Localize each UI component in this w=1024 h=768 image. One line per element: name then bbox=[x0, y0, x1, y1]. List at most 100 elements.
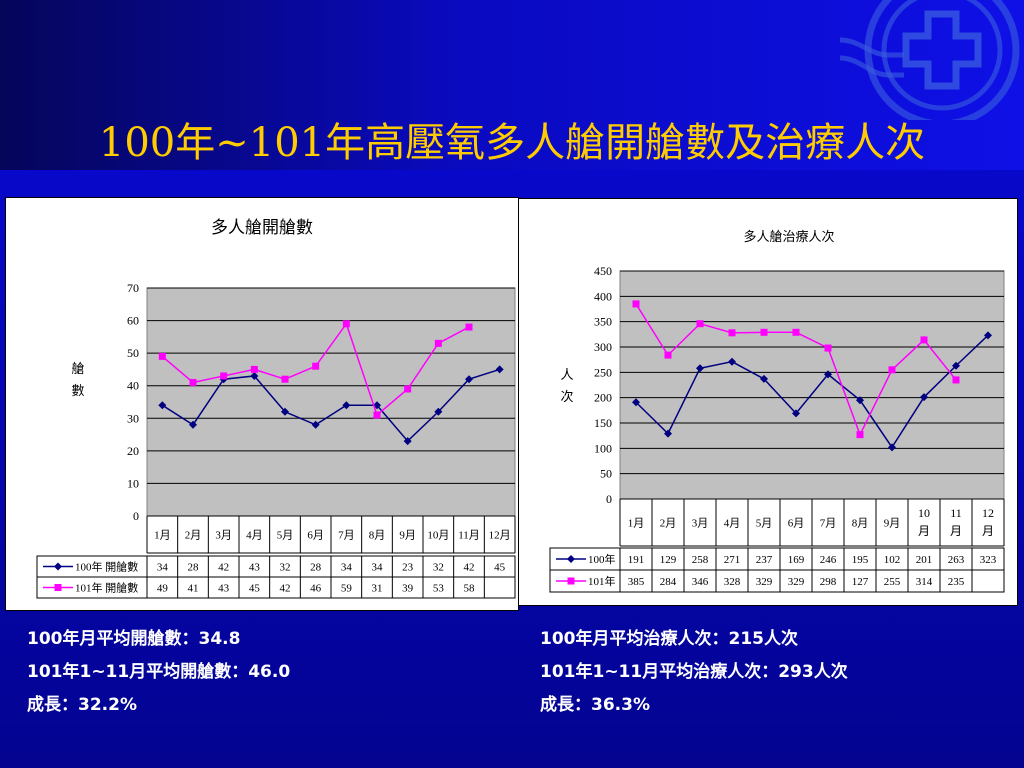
chart-panel-chamber-sessions: 多人艙開艙數 0 10 20 30 40 50 60 70 艙數 1月 2月 3月 4月 5月 6月 7月 8月 9… bbox=[5, 197, 519, 611]
data-table-value: 34 bbox=[157, 562, 169, 574]
data-table-value: 23 bbox=[402, 562, 414, 574]
category-label: 6月 bbox=[788, 518, 805, 530]
data-point bbox=[760, 328, 768, 336]
y-tick-label: 20 bbox=[127, 444, 139, 458]
data-table-value: 191 bbox=[628, 554, 645, 566]
data-table-value: 263 bbox=[948, 554, 965, 566]
data-point bbox=[632, 398, 640, 407]
category-label-suffix: 月 bbox=[918, 524, 930, 538]
data-table-value: 237 bbox=[756, 554, 773, 566]
data-point bbox=[434, 407, 443, 416]
data-point bbox=[158, 352, 166, 360]
data-point bbox=[824, 370, 832, 379]
legend-series-name: 101年 開艙數 bbox=[75, 581, 138, 595]
y-tick-label: 0 bbox=[133, 509, 139, 523]
data-table-value: 45 bbox=[249, 583, 261, 595]
data-point bbox=[696, 320, 704, 328]
plot-area bbox=[146, 287, 516, 517]
category-label: 1月 bbox=[154, 530, 171, 542]
data-table-value: 314 bbox=[916, 576, 933, 588]
data-table-value: 28 bbox=[188, 562, 200, 574]
legend-series-name: 101年 bbox=[588, 574, 616, 588]
chart-panel-treatment-count: 多人艙治療人次 0 50 100 150 200 250 300 350 400 450 人次 1月 2月… bbox=[518, 198, 1018, 606]
data-table-value: 385 bbox=[628, 576, 645, 588]
data-table-value: 31 bbox=[372, 583, 383, 595]
y-axis-label: 次 bbox=[560, 389, 573, 404]
data-point bbox=[465, 323, 473, 331]
data-table-value: 42 bbox=[280, 583, 291, 595]
data-point bbox=[281, 407, 289, 416]
y-tick-label: 200 bbox=[594, 391, 612, 405]
plot-area bbox=[619, 270, 1005, 500]
data-point bbox=[342, 401, 351, 410]
stat-2011-avg-treatments: 100年月平均治療人次：215人次 bbox=[540, 629, 798, 649]
legend-key-marker bbox=[567, 555, 575, 563]
data-table-value: 255 bbox=[884, 576, 901, 588]
y-tick-label: 30 bbox=[127, 411, 139, 425]
category-label: 5月 bbox=[756, 518, 773, 530]
series-line bbox=[635, 334, 989, 449]
y-tick-label: 40 bbox=[127, 379, 139, 393]
data-point bbox=[952, 376, 960, 384]
y-axis-label: 人 bbox=[560, 367, 573, 382]
category-label: 4月 bbox=[724, 518, 741, 530]
data-point bbox=[888, 366, 896, 374]
category-label: 12月 bbox=[489, 530, 511, 542]
data-point bbox=[728, 329, 736, 337]
category-label: 9月 bbox=[399, 530, 416, 542]
y-tick-label: 10 bbox=[127, 476, 139, 490]
data-point bbox=[824, 344, 832, 352]
data-table-value: 328 bbox=[724, 576, 741, 588]
stat-2011-avg-sessions: 100年月平均開艙數：34.8 bbox=[27, 629, 241, 649]
category-label: 7月 bbox=[338, 530, 355, 542]
data-table-value: 284 bbox=[660, 576, 677, 588]
stats-right: 100年月平均治療人次：215人次 101年1~11月平均治療人次：293人次 … bbox=[540, 623, 848, 722]
data-point bbox=[792, 328, 800, 336]
category-label: 3月 bbox=[692, 518, 709, 530]
data-point bbox=[984, 331, 992, 340]
data-table-value: 39 bbox=[402, 583, 414, 595]
category-label: 2月 bbox=[660, 518, 677, 530]
data-point bbox=[920, 393, 928, 402]
legend-series-name: 100年 開艙數 bbox=[75, 560, 138, 574]
data-table-value: 42 bbox=[218, 562, 229, 574]
legend-series-name: 100年 bbox=[588, 552, 616, 566]
category-label: 10月 bbox=[427, 530, 449, 542]
data-point bbox=[856, 431, 864, 439]
series-line bbox=[161, 368, 500, 443]
data-table-value: 34 bbox=[372, 562, 384, 574]
data-table-value: 195 bbox=[852, 554, 869, 566]
legend-key-marker bbox=[567, 577, 575, 585]
stats-left: 100年月平均開艙數：34.8 101年1~11月平均開艙數：46.0 成長：3… bbox=[27, 623, 290, 722]
data-table-value: 59 bbox=[341, 583, 353, 595]
stat-sessions-growth: 成長：32.2% bbox=[27, 695, 137, 715]
category-label-suffix: 月 bbox=[982, 524, 994, 538]
legend-key-marker bbox=[54, 562, 62, 571]
category-label: 8月 bbox=[369, 530, 386, 542]
stat-2012-avg-treatments: 101年1~11月平均治療人次：293人次 bbox=[540, 662, 848, 682]
data-point bbox=[250, 371, 259, 380]
data-table-value: 28 bbox=[310, 562, 322, 574]
series-0 bbox=[632, 331, 992, 452]
data-point bbox=[403, 437, 412, 446]
category-label: 11 bbox=[950, 506, 962, 520]
data-point bbox=[220, 372, 228, 380]
data-point bbox=[281, 375, 289, 383]
data-point bbox=[952, 361, 960, 370]
chamber-sessions-chart: 多人艙開艙數 0 10 20 30 40 50 60 70 艙數 1月 2月 3月 4月 5月 6月 7月 8月 9… bbox=[36, 218, 516, 599]
category-label: 7月 bbox=[820, 518, 837, 530]
data-table-value: 45 bbox=[494, 562, 506, 574]
data-point bbox=[888, 443, 896, 452]
header-band bbox=[0, 0, 1024, 170]
y-tick-label: 60 bbox=[127, 314, 139, 328]
category-label: 2月 bbox=[185, 530, 202, 542]
series-1 bbox=[158, 320, 473, 419]
data-table-value: 235 bbox=[948, 576, 965, 588]
data-table-value: 323 bbox=[980, 554, 997, 566]
slide-title: 100年~101年高壓氧多人艙開艙數及治療人次 bbox=[98, 120, 926, 166]
y-tick-label: 400 bbox=[594, 289, 612, 303]
data-table-value: 42 bbox=[464, 562, 475, 574]
data-point bbox=[632, 300, 640, 308]
data-table-value: 53 bbox=[433, 583, 445, 595]
data-table-value: 34 bbox=[341, 562, 353, 574]
